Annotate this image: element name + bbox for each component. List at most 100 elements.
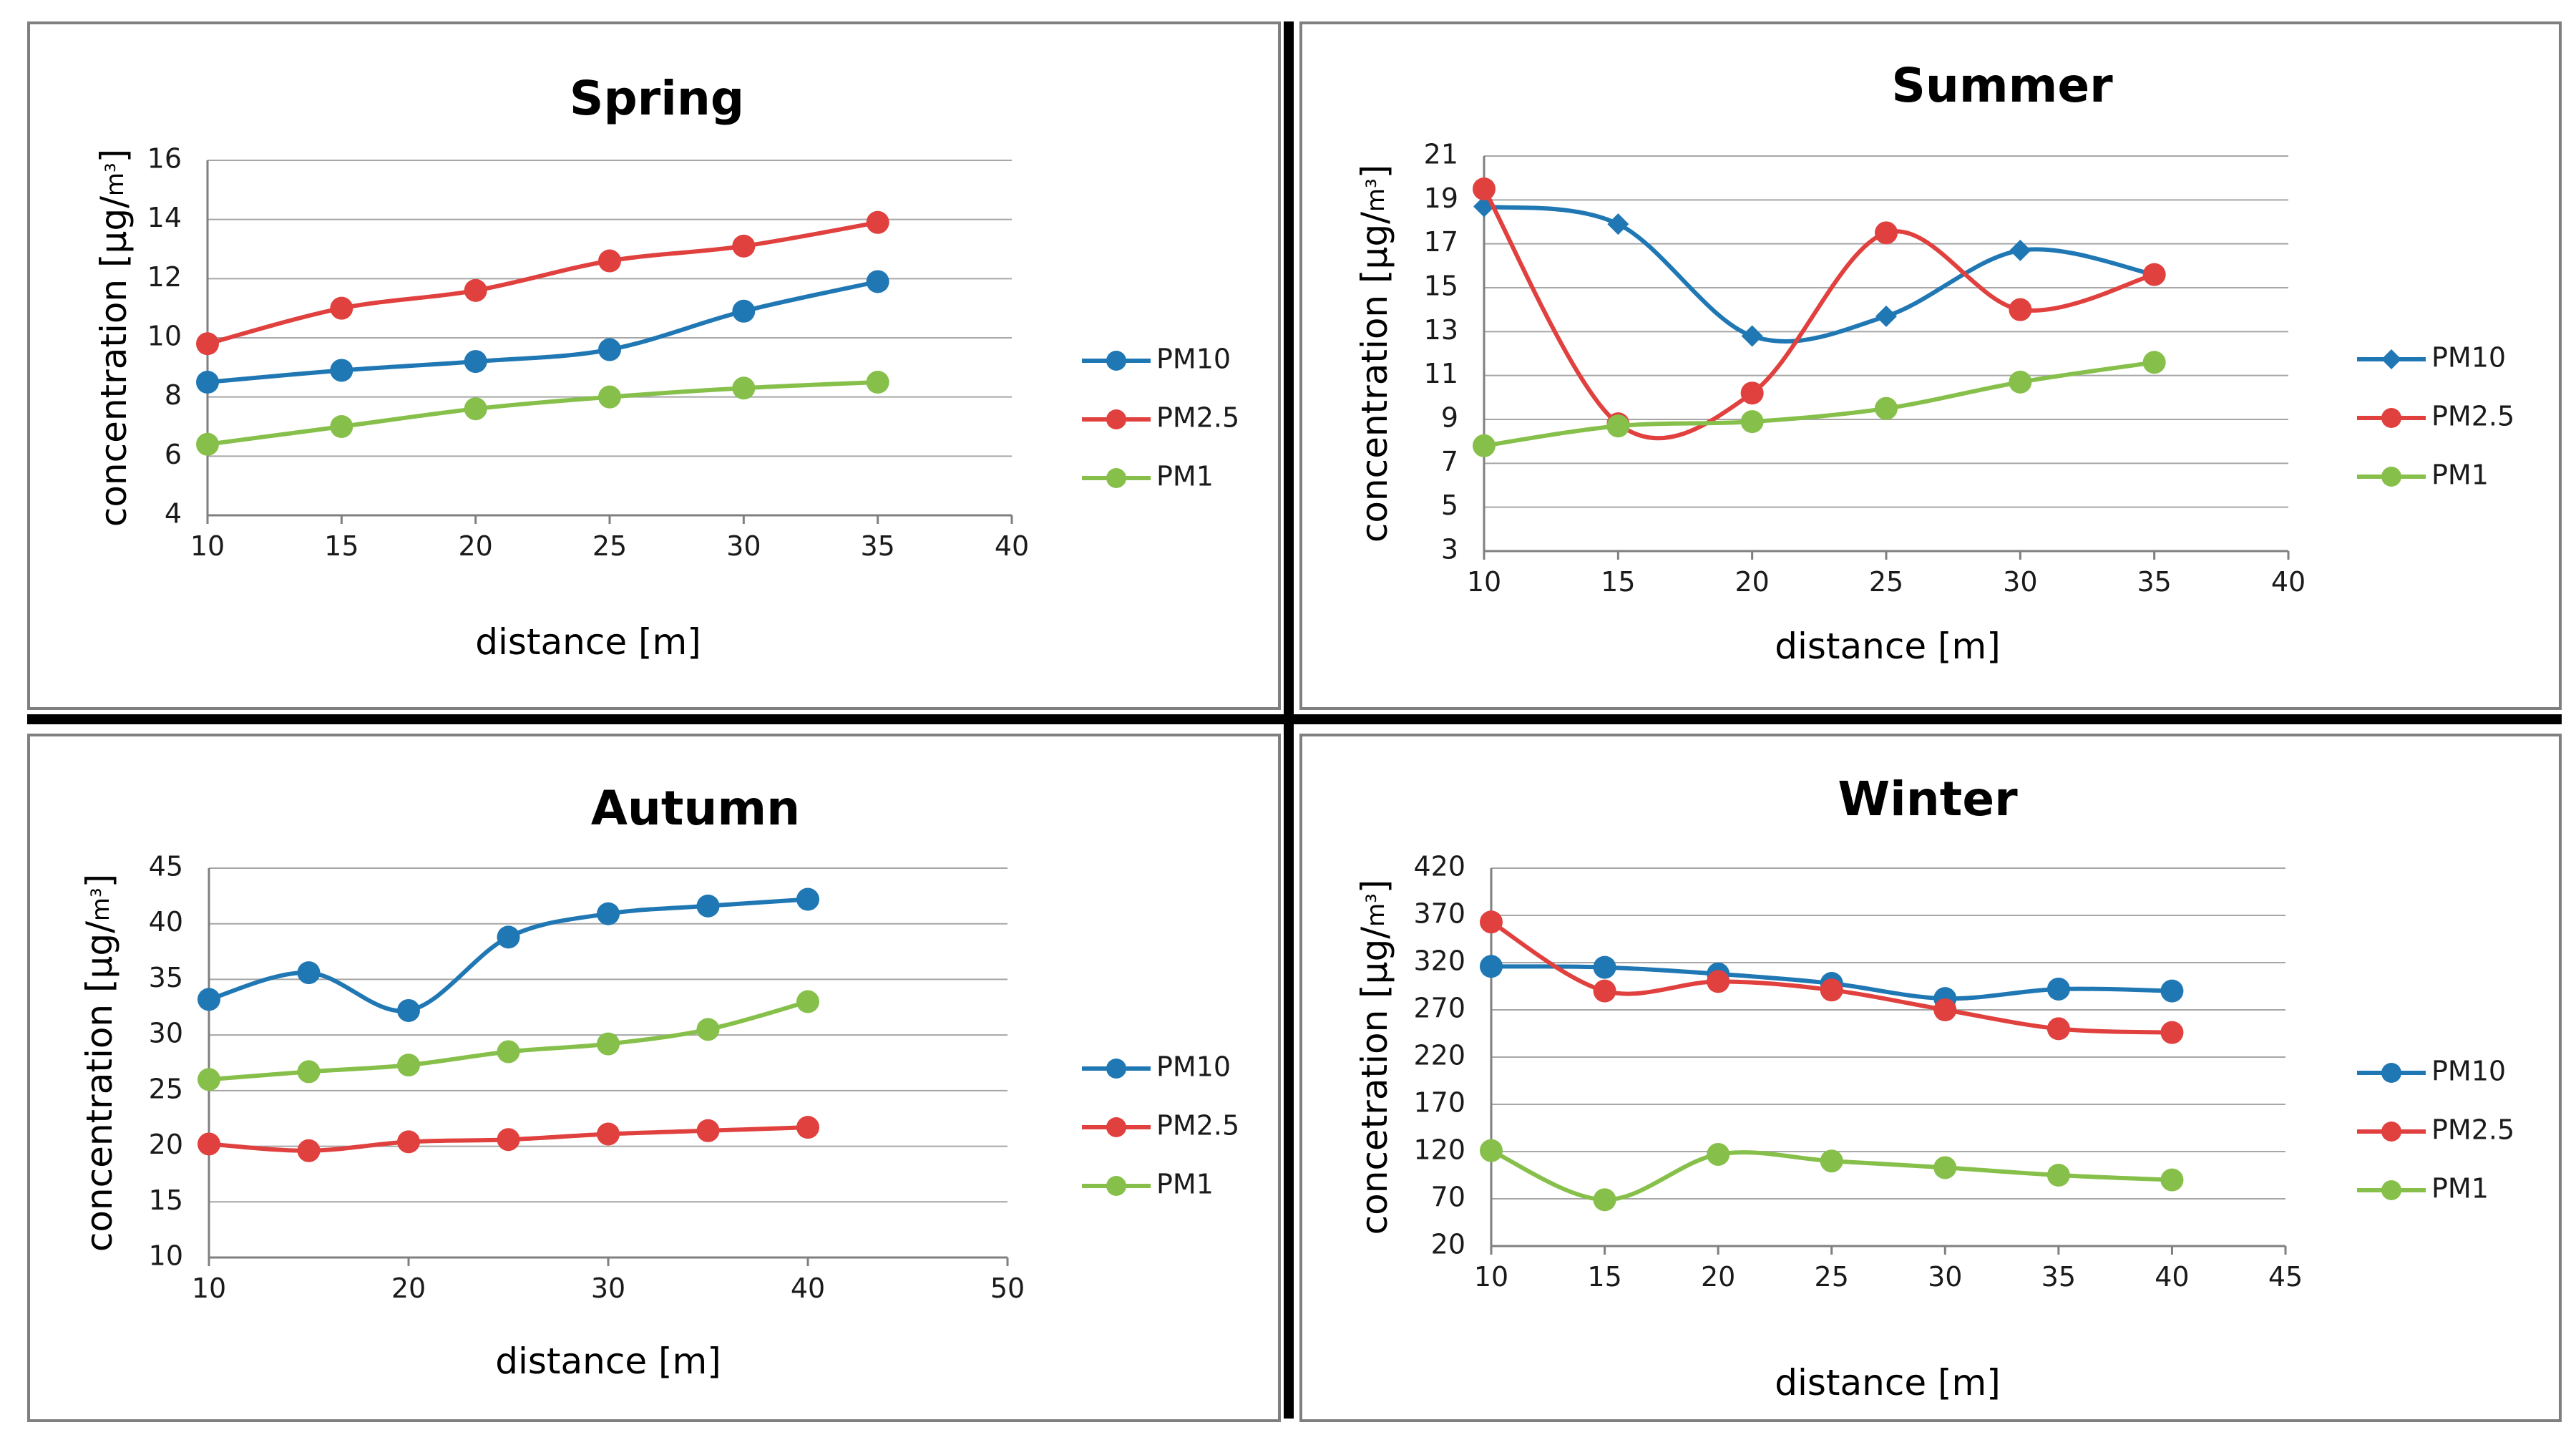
summer-pm25-point: [1875, 221, 1898, 245]
spring-legend-pm25-marker: [1106, 409, 1126, 429]
summer-y-tick-label: 17: [1424, 226, 1458, 258]
summer-y-tick-label: 9: [1441, 402, 1458, 434]
winter-legend-pm25-marker: [2381, 1122, 2401, 1142]
autumn-pm25-point: [497, 1128, 520, 1152]
summer-legend-pm10-marker: [2381, 349, 2401, 369]
summer-y-tick-label: 21: [1424, 139, 1458, 170]
summer-x-axis-label: distance [m]: [1775, 626, 2000, 667]
autumn-y-tick-label: 45: [149, 851, 183, 882]
winter-pm25-point: [1593, 979, 1616, 1003]
summer-pm25-point: [1740, 381, 1764, 405]
autumn-pm25-point: [297, 1139, 321, 1162]
spring-y-tick-label: 6: [165, 439, 182, 470]
spring-legend-pm1-label: PM1: [1156, 461, 1214, 492]
spring-pm1-point: [464, 397, 487, 421]
winter-legend-pm1-marker: [2381, 1180, 2401, 1200]
winter-pm1-point: [2160, 1168, 2184, 1192]
summer-y-tick-label: 15: [1424, 271, 1458, 302]
summer-x-tick-label: 20: [1735, 566, 1769, 598]
summer-pm10-point: [2009, 239, 2031, 261]
autumn-legend-pm10-marker: [1106, 1059, 1126, 1079]
spring-x-tick-label: 20: [458, 530, 492, 562]
winter-pm10-point: [2046, 977, 2070, 1001]
summer-pm10-line: [1482, 204, 2157, 344]
spring-x-tick-label: 15: [324, 530, 358, 562]
autumn-x-tick-label: 30: [591, 1273, 625, 1304]
winter-x-tick-label: 15: [1587, 1261, 1621, 1293]
autumn-legend-pm25-label: PM2.5: [1156, 1110, 1239, 1142]
winter-y-tick-label: 70: [1431, 1182, 1465, 1213]
winter-x-tick-label: 25: [1815, 1261, 1849, 1293]
spring-legend-pm25-label: PM2.5: [1156, 402, 1239, 434]
chart-panel-autumn: Autumn 10 15 20 25 30 35 40 45 10 20 30 40 50 distance…: [27, 734, 1281, 1422]
winter-y-tick-label: 320: [1413, 945, 1465, 977]
autumn-pm25-point: [197, 1132, 220, 1156]
summer-x-tick-label: 15: [1601, 566, 1635, 598]
summer-pm1-point: [2009, 370, 2032, 394]
summer-legend-pm1-marker: [2381, 467, 2401, 487]
summer-x-tick-label: 25: [1869, 566, 1903, 598]
spring-legend-pm10-label: PM10: [1156, 344, 1231, 375]
summer-chart-title: Summer: [1891, 58, 2113, 113]
spring-pm1-line: [205, 380, 880, 447]
spring-pm1-point: [598, 385, 621, 409]
winter-pm1-point: [1820, 1149, 1843, 1173]
autumn-legend-pm10-label: PM10: [1156, 1051, 1231, 1083]
spring-pm25-point: [196, 332, 219, 356]
summer-pm1-point: [2142, 351, 2166, 374]
spring-x-tick-label: 40: [995, 530, 1029, 562]
spring-legend-pm10-marker: [1106, 351, 1126, 371]
spring-x-tick-label: 30: [726, 530, 761, 562]
winter-pm25-point: [1933, 998, 1957, 1021]
winter-pm1-point: [2046, 1164, 2070, 1187]
winter-y-axis-label: concetration [μg/m³]: [1354, 880, 1395, 1235]
spring-pm10-point: [464, 350, 487, 374]
autumn-legend-pm1-label: PM1: [1156, 1169, 1214, 1200]
autumn-pm1-point: [597, 1032, 620, 1056]
spring-pm1-point: [732, 376, 756, 400]
autumn-pm25-point: [696, 1119, 720, 1142]
spring-x-tick-label: 25: [592, 530, 627, 562]
summer-legend-pm10-label: PM10: [2431, 342, 2506, 374]
winter-y-tick-label: 270: [1413, 993, 1465, 1024]
winter-pm10-point: [2160, 979, 2184, 1003]
autumn-chart: Autumn 10 15 20 25 30 35 40 45 10 20 30 40 50 distance…: [79, 781, 1240, 1382]
winter-pm1-point: [1480, 1139, 1503, 1162]
winter-x-axis-label: distance [m]: [1775, 1362, 2000, 1403]
winter-y-tick-label: 370: [1413, 898, 1465, 930]
summer-pm1-point: [1606, 414, 1630, 438]
summer-pm25-point: [1473, 177, 1496, 200]
spring-chart-title: Spring: [570, 71, 744, 126]
winter-x-tick-label: 20: [1701, 1261, 1735, 1293]
autumn-pm10-point: [197, 988, 220, 1011]
summer-y-tick-label: 13: [1424, 314, 1458, 346]
summer-legend-pm25-marker: [2381, 408, 2401, 428]
winter-pm1-point: [1707, 1142, 1730, 1166]
spring-pm25-point: [464, 278, 487, 302]
spring-x-tick-label: 10: [190, 530, 225, 562]
winter-y-tick-label: 220: [1413, 1040, 1465, 1071]
winter-legend-pm10-marker: [2381, 1063, 2401, 1083]
winter-pm10-point: [1593, 955, 1616, 979]
spring-pm25-point: [866, 210, 889, 234]
winter-chart: Winter 20 70 120 170 220 270 320 370 420 10 15 20 25 3…: [1354, 772, 2515, 1403]
autumn-pm10-line: [207, 897, 810, 1013]
autumn-pm10-point: [796, 887, 819, 911]
chart-panel-summer: Summer 3 5 7 9 11 13 15 17 19 21 10 15 20 25 30 35 40 dist…: [1299, 21, 2562, 710]
autumn-chart-title: Autumn: [591, 781, 800, 836]
summer-x-tick-label: 30: [2003, 566, 2037, 598]
summer-y-tick-label: 3: [1441, 534, 1458, 565]
summer-pm25-point: [2009, 298, 2032, 321]
spring-pm25-point: [732, 234, 756, 258]
spring-pm25-line: [205, 220, 880, 346]
spring-x-tick-label: 35: [860, 530, 894, 562]
spring-pm25-point: [330, 296, 353, 320]
winter-pm25-point: [2160, 1021, 2184, 1044]
autumn-pm10-point: [696, 894, 720, 918]
winter-y-tick-label: 120: [1413, 1134, 1465, 1166]
summer-y-tick-label: 19: [1424, 183, 1458, 214]
autumn-pm1-point: [796, 990, 819, 1013]
summer-pm10-point: [1473, 195, 1495, 218]
winter-y-tick-label: 170: [1413, 1087, 1465, 1119]
winter-pm10-point: [1480, 955, 1503, 978]
